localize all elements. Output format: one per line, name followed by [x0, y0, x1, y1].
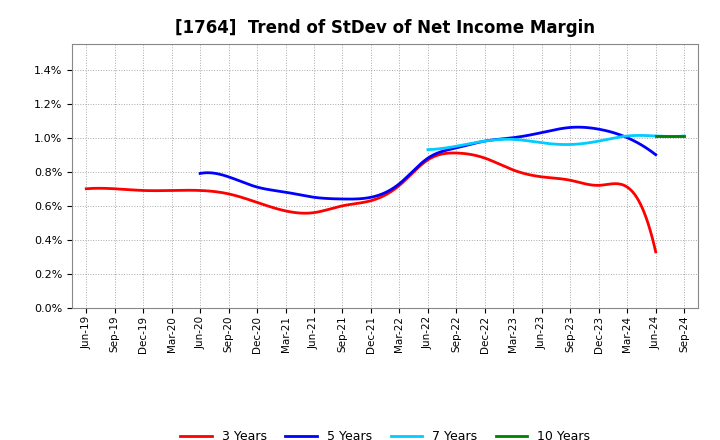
5 Years	[652, 152, 660, 158]
5 Years	[612, 131, 621, 136]
7 Years	[576, 141, 585, 147]
7 Years	[680, 133, 688, 139]
3 Years	[449, 150, 458, 156]
7 Years	[640, 133, 649, 138]
Line: 5 Years: 5 Years	[200, 127, 656, 199]
Line: 7 Years: 7 Years	[428, 136, 684, 150]
5 Years	[574, 125, 582, 130]
7 Years	[575, 141, 584, 147]
5 Years	[469, 141, 477, 147]
Legend: 3 Years, 5 Years, 7 Years, 10 Years: 3 Years, 5 Years, 7 Years, 10 Years	[176, 425, 595, 440]
7 Years	[657, 134, 665, 139]
3 Years	[600, 182, 608, 187]
10 Years	[652, 133, 660, 139]
Title: [1764]  Trend of StDev of Net Income Margin: [1764] Trend of StDev of Net Income Marg…	[175, 19, 595, 37]
3 Years	[431, 154, 439, 159]
7 Years	[635, 133, 644, 138]
10 Years	[680, 133, 688, 139]
5 Years	[345, 196, 354, 202]
3 Years	[421, 159, 430, 164]
3 Years	[84, 186, 92, 191]
5 Years	[196, 171, 204, 176]
7 Years	[580, 141, 589, 146]
7 Years	[423, 147, 432, 152]
5 Years	[476, 139, 485, 145]
5 Years	[582, 125, 591, 130]
5 Years	[467, 142, 476, 147]
3 Years	[419, 161, 428, 166]
3 Years	[564, 177, 572, 183]
3 Years	[652, 249, 660, 254]
7 Years	[425, 147, 433, 152]
5 Years	[197, 171, 206, 176]
Line: 3 Years: 3 Years	[86, 153, 656, 252]
3 Years	[82, 186, 91, 191]
